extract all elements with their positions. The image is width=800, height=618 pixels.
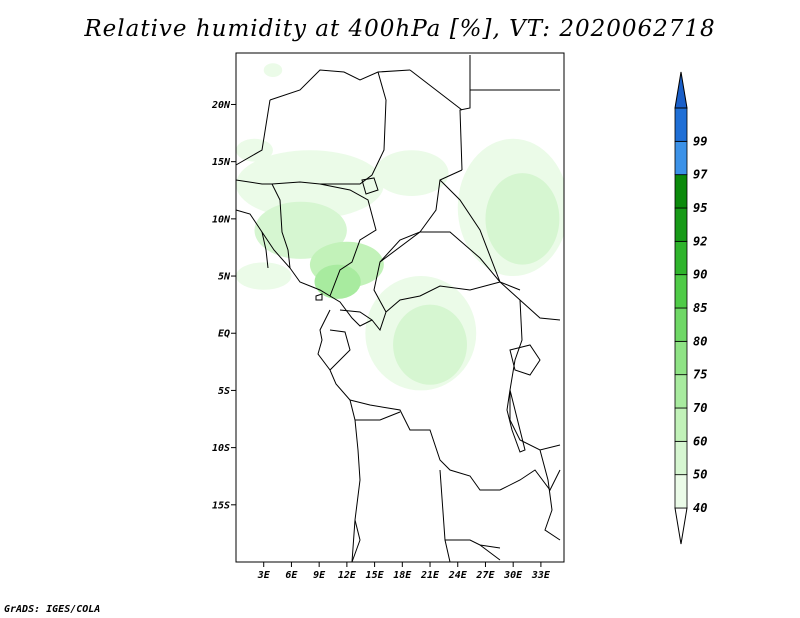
coastline-west-africa (235, 209, 373, 327)
colorbar-label: 99 (693, 134, 707, 148)
lon-tick-label: 30E (503, 570, 523, 581)
colorbar-segment (674, 474, 688, 509)
lon-tick-label: 12E (338, 570, 357, 581)
border-ghana (261, 231, 269, 269)
colorbar-label: 40 (693, 501, 707, 515)
colorbar-segment (674, 240, 688, 276)
border-south (444, 539, 501, 563)
island-bioko (315, 293, 323, 301)
lat-tick-label: 15S (212, 500, 230, 511)
colorbar-label: 90 (693, 268, 707, 282)
lon-tick-label: 3E (257, 570, 271, 581)
border-drc-south (349, 399, 500, 491)
border-sahara-north (269, 69, 411, 101)
lat-tick-label: 5N (218, 272, 231, 283)
humidity-area-10 (236, 138, 273, 162)
map-title: Relative humidity at 400hPa [%], VT: 202… (84, 16, 716, 42)
humidity-area-9 (263, 63, 283, 78)
colorbar-label: 75 (693, 368, 707, 382)
humidity-area-5 (393, 304, 467, 385)
colorbar-segment (674, 274, 688, 309)
colorbar-segment (674, 307, 688, 342)
humidity-area-0 (236, 150, 384, 219)
border-gabon (329, 329, 351, 371)
lat-tick-label: 15N (212, 157, 231, 168)
lon-tick-label: 9E (313, 570, 326, 581)
colorbar-segment (674, 407, 688, 442)
border-nigeria-east (319, 183, 377, 297)
border-cameroon-gabon (339, 309, 387, 332)
colorbar-segment (674, 374, 688, 409)
border-north-algeria (235, 99, 271, 166)
humidity-area-1 (254, 201, 347, 259)
border-car (379, 231, 521, 291)
lat-tick-label: EQ (218, 329, 230, 340)
humidity-area-7 (485, 173, 560, 265)
lon-tick-label: 33E (531, 570, 551, 581)
border-angola (355, 411, 501, 549)
colorbar-label: 70 (693, 401, 707, 415)
grads-credit: GrADS: IGES/COLA (4, 604, 101, 615)
lon-tick-label: 15E (366, 570, 385, 581)
map-frame (235, 52, 565, 563)
humidity-area-3 (314, 264, 361, 299)
lat-tick-label: 20N (211, 100, 231, 111)
humidity-fill-layer (236, 63, 564, 391)
border-mozambique (539, 449, 561, 541)
latitude-axis: 20N 15N 10N 5N EQ 5S 10S 15S (211, 100, 236, 511)
colorbar-segment (674, 340, 688, 376)
lat-tick-label: 10S (212, 443, 230, 454)
colorbar-label: 60 (693, 434, 707, 448)
lat-tick-label: 10N (212, 214, 231, 225)
colorbar-top-arrow (674, 71, 688, 109)
border-libya (459, 55, 471, 171)
lake-victoria (509, 344, 541, 376)
lon-tick-label: 6E (285, 570, 298, 581)
coast-south-west (351, 519, 361, 563)
colorbar-label: 85 (693, 301, 707, 315)
border-egypt (409, 69, 560, 111)
border-mali (235, 179, 272, 185)
colorbar-label: 92 (693, 234, 707, 248)
colorbar: 40 50 60 70 75 80 85 90 92 95 97 99 (674, 71, 708, 545)
colorbar-label: 50 (693, 468, 707, 482)
colorbar-segment (674, 174, 688, 209)
lon-tick-label: 27E (475, 570, 495, 581)
colorbar-segment (674, 140, 688, 176)
lon-tick-label: 18E (393, 570, 412, 581)
country-borders-layer (235, 55, 561, 563)
colorbar-segment (674, 107, 688, 142)
colorbar-label: 80 (693, 334, 707, 348)
longitude-axis: 3E 6E 9E 12E 15E 18E 21E 24E 27E 30E 33E (257, 562, 551, 581)
colorbar-label: 97 (693, 168, 708, 182)
lake-tanganyika (506, 389, 526, 453)
humidity-area-11 (236, 262, 292, 290)
lon-tick-label: 21E (420, 570, 440, 581)
lake-chad (361, 177, 379, 195)
coastline-gulf-of-guinea (317, 309, 361, 563)
border-zambia (499, 469, 561, 491)
colorbar-segment (674, 207, 688, 242)
colorbar-bottom-arrow (674, 507, 688, 545)
colorbar-label: 95 (693, 201, 707, 215)
lon-tick-label: 24E (448, 570, 468, 581)
humidity-area-8 (374, 150, 449, 196)
border-chad-sudan (373, 169, 463, 313)
colorbar-segment (674, 440, 688, 476)
border-congo (385, 281, 501, 313)
border-nigeria (271, 183, 291, 269)
border-east-africa (509, 299, 561, 451)
lat-tick-label: 5S (218, 386, 230, 397)
